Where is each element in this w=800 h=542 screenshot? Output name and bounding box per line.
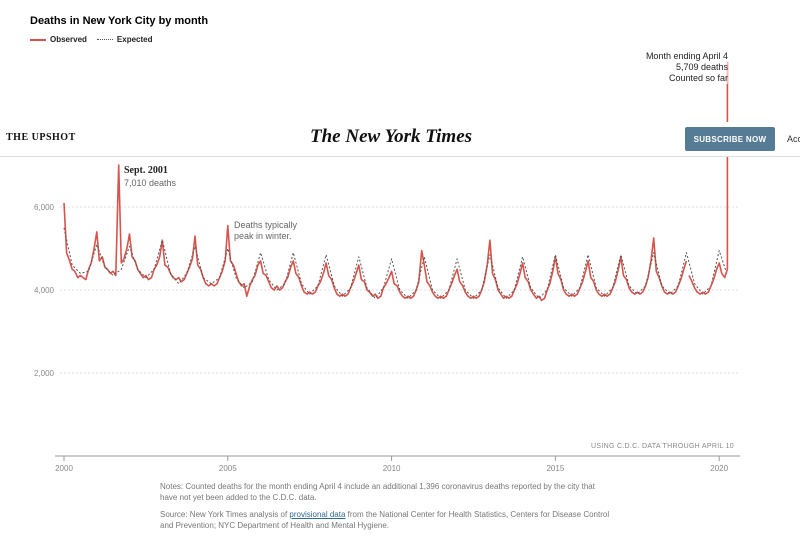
legend-observed: Observed xyxy=(30,35,87,44)
chart-source: Source: New York Times analysis of provi… xyxy=(160,509,620,531)
source-text-post: from the National Center for Health Stat… xyxy=(160,510,610,530)
month-ending-line1: Month ending April 4 xyxy=(645,51,728,61)
month-ending-line2: 5,709 deaths xyxy=(675,62,728,72)
section-name[interactable]: THE UPSHOT xyxy=(6,132,76,143)
x-tick-label: 2005 xyxy=(219,464,237,473)
month-ending-line3: Counted so far xyxy=(668,73,728,83)
y-tick-label: 2,000 xyxy=(34,369,55,378)
y-tick-label: 4,000 xyxy=(34,286,55,295)
observed-line xyxy=(63,164,688,302)
legend: Observed Expected xyxy=(30,35,152,44)
source-text-pre: Source: New York Times analysis of xyxy=(160,510,290,519)
peak-annotation-subtitle: 7,010 deaths xyxy=(124,178,177,188)
data-through-note: USING C.D.C. DATA THROUGH APRIL 10 xyxy=(591,443,734,450)
x-tick-label: 2000 xyxy=(55,464,73,473)
x-tick-label: 2015 xyxy=(546,464,564,473)
winter-annotation: Deaths typically peak in winter. xyxy=(234,220,298,241)
chart-title: Deaths in New York City by month xyxy=(30,15,209,27)
legend-expected: Expected xyxy=(96,35,153,44)
month-ending-annotation: Month ending April 4 5,709 deaths Counte… xyxy=(645,51,728,84)
legend-observed-label: Observed xyxy=(50,35,87,44)
observed-swatch xyxy=(30,38,46,41)
provisional-data-link[interactable]: provisional data xyxy=(289,510,346,519)
expected-swatch xyxy=(96,39,113,41)
expected-line xyxy=(63,227,728,299)
nyt-logo[interactable]: The New York Times xyxy=(310,126,473,147)
recent-line xyxy=(688,61,729,295)
x-tick-label: 2020 xyxy=(710,464,728,473)
site-header: THE UPSHOT The New York Times SUBSCRIBE … xyxy=(0,122,800,157)
chart-notes: Notes: Counted deaths for the month endi… xyxy=(160,482,595,502)
x-tick-label: 2010 xyxy=(383,464,401,473)
peak-annotation-title: Sept. 2001 xyxy=(124,165,168,176)
subscribe-button[interactable]: SUBSCRIBE NOW xyxy=(685,127,775,151)
account-link[interactable]: Account xyxy=(787,134,800,144)
y-tick-label: 6,000 xyxy=(34,203,55,212)
legend-expected-label: Expected xyxy=(116,35,153,44)
